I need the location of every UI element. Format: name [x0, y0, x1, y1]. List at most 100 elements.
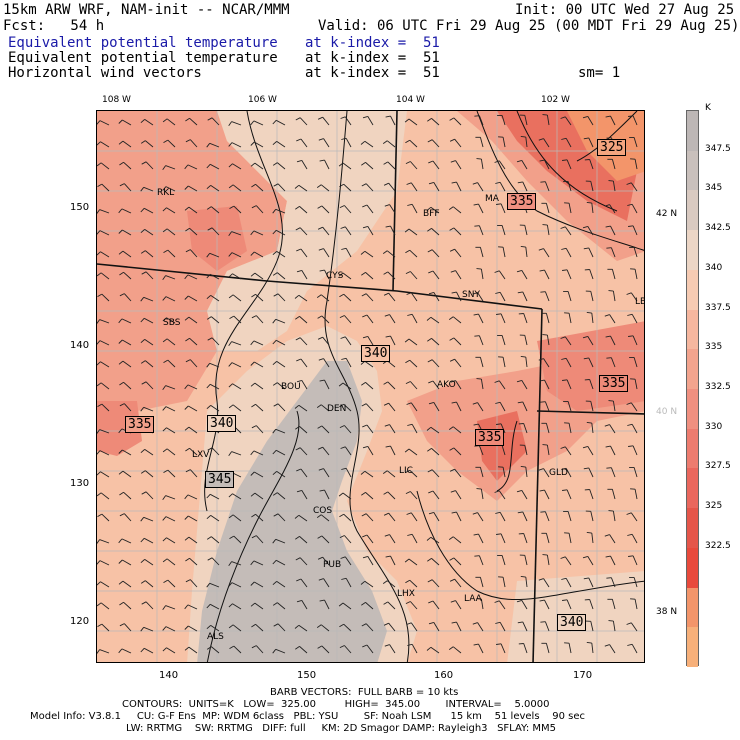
wind-barb [522, 291, 528, 302]
wind-barb-flag [184, 646, 190, 651]
wind-barb [277, 382, 286, 390]
wind-barb-flag [295, 227, 301, 231]
wind-barb [255, 315, 264, 324]
wind-barb [300, 468, 308, 478]
wind-barb-flag [163, 469, 169, 473]
wind-barb-flag [426, 206, 432, 211]
wind-barb-flag [382, 580, 388, 584]
wind-barb [478, 203, 484, 214]
wind-barb [277, 183, 286, 192]
contours [204, 111, 644, 662]
wind-barb-flag [362, 204, 368, 208]
wind-barb-flag [451, 621, 457, 624]
wind-barb-flag [318, 578, 324, 581]
wind-barb-flag [476, 268, 482, 270]
wind-barb [232, 163, 242, 170]
wind-barb [498, 160, 506, 170]
colorbar-tick-label: 325 [705, 501, 723, 512]
wind-barb-flag [251, 425, 257, 429]
wind-barb [525, 357, 528, 368]
colorbar-segment [687, 150, 698, 191]
wind-barb [101, 293, 110, 302]
wind-barb [591, 643, 594, 654]
wind-barb-flag [428, 511, 434, 515]
wind-barb [122, 449, 132, 456]
wind-barb-flag [516, 159, 522, 163]
wind-barb-flag [628, 225, 634, 227]
wind-barb [299, 646, 308, 654]
field-nw-salmon [97, 111, 287, 411]
wind-barb-flag [318, 468, 324, 471]
wind-barb-flag [627, 423, 633, 426]
wind-barb-flag [272, 272, 278, 276]
wind-barb-flag [251, 205, 257, 209]
wind-barb [187, 384, 198, 390]
wind-barb-flag [626, 512, 632, 515]
wind-barb [609, 204, 616, 214]
wind-barb [455, 600, 462, 610]
wind-barb-flag [560, 336, 566, 339]
wind-barb [610, 577, 616, 588]
wind-barb [632, 555, 638, 566]
wind-barb-flag [273, 403, 279, 407]
wind-barb-flag [583, 357, 589, 360]
wind-barb-flag [583, 137, 589, 140]
wind-barb [521, 600, 528, 610]
wind-barb [123, 381, 132, 390]
wind-barb-flag [449, 557, 455, 561]
wind-barb [99, 120, 110, 126]
wind-barb-flag [140, 470, 146, 474]
wind-barb [612, 181, 616, 192]
wind-barb [564, 116, 572, 126]
wind-barb-flag [184, 515, 189, 520]
wind-barb-flag [206, 603, 211, 609]
wind-barb [501, 445, 506, 456]
wind-barb [277, 162, 286, 170]
wind-barb-flag [476, 378, 482, 380]
wind-barb [410, 402, 418, 412]
wind-barb [99, 560, 110, 566]
wind-barb [389, 534, 396, 544]
wind-barb-flag [250, 141, 255, 146]
wind-barb-flag [118, 119, 123, 124]
wind-barb [299, 117, 308, 126]
wind-barb-flag [295, 646, 300, 650]
wind-barb-flag [317, 425, 323, 429]
wind-barb [544, 159, 550, 170]
wind-barb [432, 270, 440, 280]
wind-barb [211, 316, 220, 324]
wind-barb-flag [118, 318, 123, 324]
wind-barb-flag [118, 648, 123, 654]
wind-barb [211, 646, 220, 654]
wind-barb [433, 402, 440, 412]
wind-barb-flag [338, 382, 344, 387]
wind-barb [100, 471, 110, 478]
wind-barb [365, 272, 374, 280]
wind-barb [143, 516, 154, 522]
wind-barb-flag [539, 489, 545, 492]
wind-barb-flag [162, 427, 167, 432]
wind-barb [454, 138, 462, 148]
wind-barb-flag [450, 270, 456, 273]
wind-barb [431, 558, 440, 566]
wind-barb [189, 447, 198, 456]
wind-barb-flag [608, 400, 614, 402]
wind-barb-flag [516, 599, 522, 603]
wind-barb [232, 404, 242, 412]
wind-barb-flag [361, 382, 366, 386]
wind-barb [545, 203, 550, 214]
wind-barb [121, 648, 132, 654]
colorbar-segment [687, 547, 698, 589]
wind-barb-flag [184, 274, 189, 280]
wind-barb-flag [339, 293, 344, 298]
wind-barb-flag [272, 209, 277, 214]
wind-barb-flag [582, 225, 588, 229]
wind-barb-flag [250, 361, 255, 366]
smoothing-label: sm= 1 [578, 65, 621, 81]
wind-barb [431, 249, 440, 258]
wind-barb-flag [494, 490, 500, 493]
wind-barb [567, 291, 572, 302]
wind-barb-flag [119, 293, 125, 297]
wind-barb [591, 203, 594, 214]
wind-barb [411, 314, 418, 324]
